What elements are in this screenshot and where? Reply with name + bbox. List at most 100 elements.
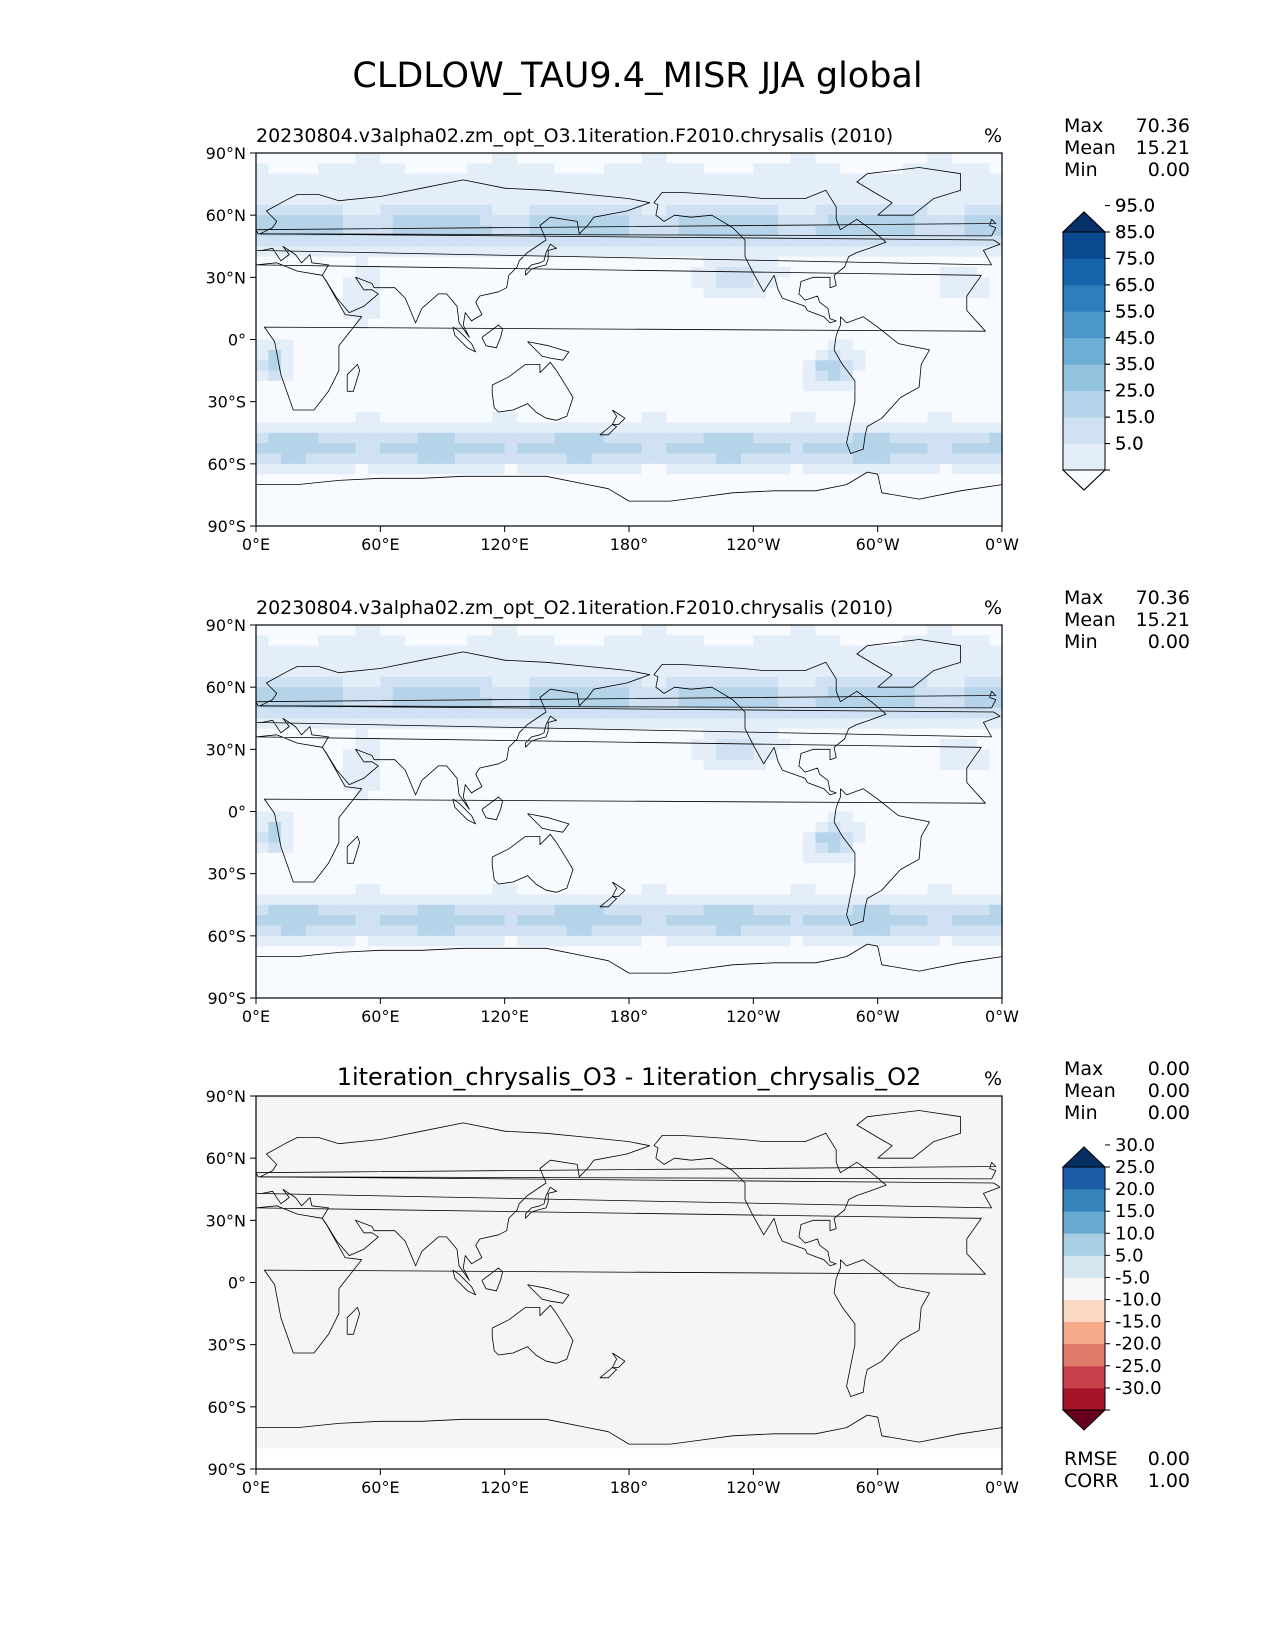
field-cell	[940, 760, 953, 771]
field-cell	[579, 205, 592, 216]
field-cell	[430, 215, 443, 226]
field-cell	[629, 288, 642, 299]
field-cell	[791, 905, 804, 916]
field-cell	[592, 946, 605, 957]
field-cell	[691, 464, 704, 475]
field-cell	[915, 656, 928, 667]
field-cell	[778, 957, 791, 968]
field-cell	[318, 329, 331, 340]
field-cell	[803, 853, 816, 864]
field-cell	[418, 412, 431, 423]
field-cell	[679, 832, 692, 843]
field-cell	[405, 402, 418, 413]
field-cell	[816, 967, 829, 978]
field-cell	[268, 505, 281, 516]
field-cell	[293, 874, 306, 885]
field-cell	[853, 205, 866, 216]
field-cell	[480, 646, 493, 657]
field-cell	[418, 925, 431, 936]
field-cell	[803, 381, 816, 392]
field-cell	[443, 708, 456, 719]
field-cell	[853, 967, 866, 978]
field-cell	[629, 163, 642, 174]
field-cell	[728, 967, 741, 978]
field-cell	[530, 464, 543, 475]
field-cell	[927, 495, 940, 506]
field-cell	[455, 163, 468, 174]
field-cell	[368, 485, 381, 496]
field-cell	[505, 464, 518, 475]
field-cell	[293, 329, 306, 340]
field-cell	[293, 153, 306, 164]
field-cell	[629, 485, 642, 496]
field-cell	[256, 853, 269, 864]
field-cell	[990, 905, 1003, 916]
field-cell	[965, 381, 978, 392]
field-cell	[355, 422, 368, 433]
field-cell	[766, 464, 779, 475]
field-cell	[380, 391, 393, 402]
field-cell	[791, 412, 804, 423]
field-cell	[467, 495, 480, 506]
field-cell	[679, 957, 692, 968]
field-cell	[306, 780, 319, 791]
field-cell	[554, 874, 567, 885]
field-cell	[952, 739, 965, 750]
field-cell	[455, 433, 468, 444]
field-cell	[617, 780, 630, 791]
field-cell	[579, 433, 592, 444]
field-cell	[803, 226, 816, 237]
field-cell	[952, 516, 965, 527]
field-cell	[803, 822, 816, 833]
field-cell	[318, 812, 331, 823]
field-cell	[741, 780, 754, 791]
field-cell	[542, 516, 555, 527]
field-cell	[940, 495, 953, 506]
field-cell	[728, 308, 741, 319]
field-cell	[853, 957, 866, 968]
field-cell	[965, 905, 978, 916]
field-cell	[505, 381, 518, 392]
field-cell	[318, 443, 331, 454]
field-cell	[927, 915, 940, 926]
field-cell	[579, 391, 592, 402]
field-cell	[268, 329, 281, 340]
field-cell	[791, 474, 804, 485]
field-cell	[965, 884, 978, 895]
field-cell	[903, 698, 916, 709]
field-cell	[828, 863, 841, 874]
field-cell	[952, 319, 965, 330]
field-cell	[604, 822, 617, 833]
field-cell	[629, 215, 642, 226]
field-cell	[803, 350, 816, 361]
field-cell	[766, 298, 779, 309]
field-cell	[940, 698, 953, 709]
field-cell	[393, 433, 406, 444]
field-cell	[766, 236, 779, 247]
field-cell	[443, 677, 456, 688]
field-cell	[430, 205, 443, 216]
field-cell	[318, 184, 331, 195]
field-cell	[393, 925, 406, 936]
field-cell	[480, 812, 493, 823]
field-cell	[840, 925, 853, 936]
field-cell	[617, 656, 630, 667]
field-cell	[542, 443, 555, 454]
field-cell	[256, 194, 269, 205]
field-cell	[256, 443, 269, 454]
field-cell	[517, 236, 530, 247]
field-cell	[890, 646, 903, 657]
field-cell	[268, 485, 281, 496]
field-cell	[679, 739, 692, 750]
field-cell	[641, 485, 654, 496]
field-cell	[778, 894, 791, 905]
field-cell	[753, 474, 766, 485]
field-cell	[691, 474, 704, 485]
field-cell	[505, 443, 518, 454]
field-cell	[405, 174, 418, 185]
field-cell	[878, 625, 891, 636]
field-cell	[542, 381, 555, 392]
field-cell	[393, 277, 406, 288]
field-cell	[418, 822, 431, 833]
field-cell	[418, 801, 431, 812]
